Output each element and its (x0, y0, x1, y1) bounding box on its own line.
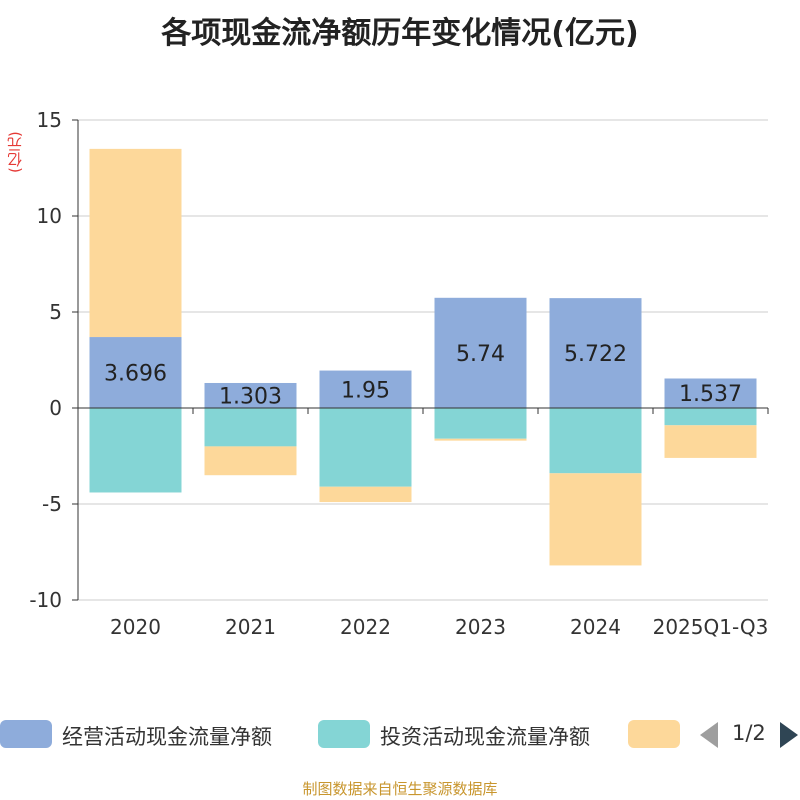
legend-swatch-investing (318, 720, 370, 748)
bar-financing (319, 486, 412, 503)
bar-operating (664, 378, 757, 408)
bar-investing (434, 408, 527, 439)
bar-investing (89, 408, 182, 493)
bar-financing (89, 148, 182, 338)
bar-investing (319, 408, 412, 487)
bar-financing (664, 425, 757, 458)
legend-next-page-icon[interactable] (780, 722, 798, 748)
x-tick-label: 2024 (570, 615, 621, 639)
bar-financing (434, 438, 527, 441)
bar-investing (664, 408, 757, 426)
x-tick-label: 2023 (455, 615, 506, 639)
y-tick-label: -5 (42, 492, 62, 516)
bar-operating (204, 382, 297, 408)
legend-swatch-financing (628, 720, 680, 748)
data-label: 5.722 (564, 342, 627, 367)
x-tick-label: 2020 (110, 615, 161, 639)
data-label: 1.95 (341, 378, 390, 403)
data-label: 1.537 (679, 382, 742, 407)
x-tick-label: 2022 (340, 615, 391, 639)
bar-operating (89, 337, 182, 408)
bar-financing (549, 473, 642, 566)
y-tick-label: 15 (37, 108, 62, 132)
x-tick-label: 2025Q1-Q3 (653, 615, 769, 639)
legend-prev-page-icon[interactable] (700, 722, 718, 748)
bar-financing (204, 446, 297, 476)
x-tick-label: 2021 (225, 615, 276, 639)
y-tick-label: 10 (37, 204, 62, 228)
y-tick-label: -10 (29, 588, 62, 612)
y-tick-label: 0 (49, 396, 62, 420)
legend-swatch-operating (0, 720, 52, 748)
legend-label-operating: 经营活动现金流量净额 (62, 725, 272, 749)
bar-operating (434, 297, 527, 408)
chart-area: -10 -5 0 5 10 15 3.696 1.303 1.95 5.74 5.722 1.537 2… (29, 108, 769, 639)
data-label: 3.696 (104, 362, 167, 387)
legend: 经营活动现金流量净额 投资活动现金流量净额 1/2 (0, 712, 800, 756)
y-tick-label: 5 (49, 300, 62, 324)
bar-operating (549, 298, 642, 408)
bar-operating (319, 370, 412, 408)
bar-investing (549, 408, 642, 474)
data-source-note: 制图数据来自恒生聚源数据库 (302, 780, 498, 798)
bar-investing (204, 408, 297, 447)
legend-label-investing: 投资活动现金流量净额 (380, 725, 590, 749)
legend-page-indicator: 1/2 (732, 721, 766, 745)
data-label: 5.74 (456, 342, 505, 367)
data-label: 1.303 (219, 384, 282, 409)
chart-title: 各项现金流净额历年变化情况(亿元) (161, 16, 639, 51)
